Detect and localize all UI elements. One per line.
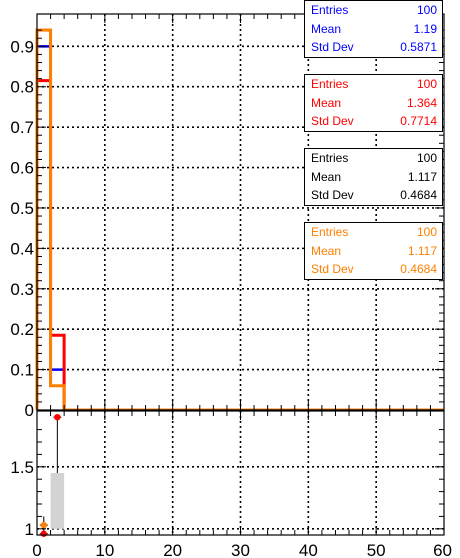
x-tick-label: 0 [32,541,41,558]
y-tick-label-top: 0.5 [10,199,34,218]
x-tick-label: 50 [367,541,386,558]
stats-box-blue: Entries 100 Mean 1.19 Std Dev 0.5871 [304,0,443,58]
stats-value: 1.117 [407,243,437,258]
stats-key: Entries [311,225,349,239]
stats-row: Entries 100 [305,223,442,242]
stats-value: 0.4684 [400,262,437,276]
tick-labels: 0 0.1 0.2 0.3 0.4 0.5 0.6 0.7 0.8 0.9 1 1.5 0 10 20 30 4… [10,37,452,558]
stats-row: Entries 100 [305,1,442,20]
y-tick-label-bottom: 1.5 [10,458,34,477]
stats-value: 1.19 [413,21,437,36]
stats-value: 100 [416,151,437,165]
stats-row: Std Dev 0.7714 [305,112,442,131]
y-tick-label-bottom: 1 [25,520,34,539]
stats-row: Mean 1.364 [305,94,442,113]
stats-row: Std Dev 0.4684 [305,260,442,279]
stats-key: Std Dev [311,40,354,54]
stats-key: Entries [311,77,349,91]
stats-value: 1.117 [407,169,437,184]
y-tick-label-top: 0.6 [10,159,34,178]
y-tick-label-top: 0.8 [10,78,34,97]
ratio-point-red [54,414,61,421]
stats-box-black: Entries 100 Mean 1.117 Std Dev 0.4684 [304,148,443,206]
stats-value: 100 [416,3,437,17]
stats-row: Mean 1.117 [305,168,442,187]
stats-key: Entries [311,3,349,17]
stats-key: Std Dev [311,262,354,276]
stats-value: 100 [416,225,437,239]
x-tick-label: 60 [433,541,452,558]
stats-value: 0.7714 [400,114,437,128]
ratio-point-orange [40,521,47,529]
ratio-point-red [40,530,47,537]
stats-row: Mean 1.19 [305,20,442,39]
x-tick-label: 10 [95,541,114,558]
y-tick-label-top: 0.4 [10,239,34,258]
stats-row: Std Dev 0.5871 [305,38,442,57]
stats-key: Mean [311,169,342,184]
stats-value: 0.4684 [400,188,437,202]
stats-value: 1.364 [406,95,437,110]
stats-box-orange: Entries 100 Mean 1.117 Std Dev 0.4684 [304,222,443,280]
frames [36,13,445,536]
ratio-band [50,473,65,529]
stats-row: Entries 100 [305,75,442,94]
stats-row: Std Dev 0.4684 [305,186,442,205]
stats-row: Mean 1.117 [305,242,442,261]
stats-key: Mean [311,95,342,110]
stats-box-red: Entries 100 Mean 1.364 Std Dev 0.7714 [304,74,443,132]
x-tick-label: 30 [231,541,250,558]
stats-key: Std Dev [311,188,354,202]
x-tick-label: 40 [299,541,318,558]
stats-value: 0.5871 [400,40,437,54]
y-tick-label-top: 0.3 [10,280,34,299]
x-tick-label: 20 [163,541,182,558]
y-tick-label-top: 0 [25,401,34,420]
stats-key: Mean [311,243,342,258]
ratio-band-rect [50,473,65,529]
stats-key: Std Dev [311,114,354,128]
y-tick-label-top: 0.9 [10,37,34,56]
stats-key: Entries [311,151,349,165]
stats-row: Entries 100 [305,149,442,168]
y-tick-label-top: 0.1 [10,361,34,380]
stats-value: 100 [416,77,437,91]
y-tick-label-top: 0.7 [10,118,34,137]
stats-key: Mean [311,21,342,36]
y-tick-label-top: 0.2 [10,320,34,339]
